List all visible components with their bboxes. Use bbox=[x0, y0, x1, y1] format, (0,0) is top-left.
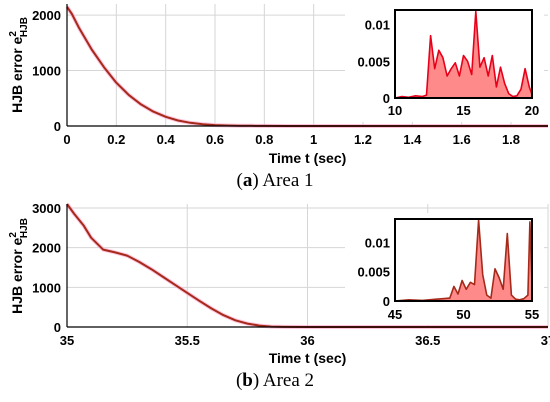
y-axis-label: HJB error e2HJB bbox=[8, 218, 30, 314]
inset-y-tick-label: 0.01 bbox=[365, 18, 390, 33]
inset-series-line bbox=[394, 10, 533, 99]
x-axis-label: Time t (sec) bbox=[269, 150, 347, 166]
inset-x-tick-label: 45 bbox=[388, 307, 402, 322]
x-tick-label: 1.2 bbox=[354, 132, 372, 147]
inset-series-area bbox=[395, 220, 532, 301]
caption-area-1: (a) Area 1 bbox=[236, 170, 314, 191]
x-tick-label: 36 bbox=[300, 333, 314, 348]
inset-y-tick-label: 0.005 bbox=[357, 265, 390, 280]
inset-x-tick-label: 10 bbox=[388, 103, 402, 118]
x-tick-label: 35 bbox=[60, 333, 74, 348]
x-tick-label: 35.5 bbox=[175, 333, 200, 348]
y-tick-label: 2000 bbox=[32, 241, 61, 256]
caption-area-2: (b) Area 2 bbox=[235, 370, 315, 391]
y-tick-label: 1000 bbox=[32, 280, 61, 295]
inset-frame bbox=[394, 218, 533, 302]
x-tick-label: 1.8 bbox=[502, 132, 520, 147]
inset-x-tick-label: 15 bbox=[456, 103, 470, 118]
inset-series-area bbox=[395, 11, 532, 98]
x-tick-label: 36.5 bbox=[415, 333, 440, 348]
caption-letter-a: a bbox=[242, 170, 253, 191]
inset-x-tick-label: 55 bbox=[525, 307, 539, 322]
caption-letter-b: b bbox=[242, 370, 253, 391]
x-tick-label: 0 bbox=[63, 132, 70, 147]
y-tick-label: 3000 bbox=[32, 201, 61, 216]
x-tick-label: 0.6 bbox=[206, 132, 224, 147]
inset-y-tick-label: 0.005 bbox=[357, 54, 390, 69]
inset-frame bbox=[394, 9, 533, 99]
x-tick-label: 1 bbox=[310, 132, 317, 147]
inset-y-tick-label: 0.01 bbox=[365, 235, 390, 250]
inset-x-tick-label: 50 bbox=[456, 307, 470, 322]
y-tick-label: 0 bbox=[54, 119, 61, 134]
x-tick-label: 1.4 bbox=[403, 132, 422, 147]
x-tick-label: 1.6 bbox=[453, 132, 471, 147]
x-tick-label: 0.2 bbox=[107, 132, 125, 147]
inset-x-tick-label: 20 bbox=[525, 103, 539, 118]
caption-text-a: Area 1 bbox=[262, 170, 314, 191]
y-tick-label: 1000 bbox=[32, 64, 61, 79]
y-tick-label: 2000 bbox=[32, 8, 61, 23]
inset-y-tick-label: 0 bbox=[383, 91, 390, 106]
inset-series-line bbox=[394, 219, 533, 302]
y-tick-label: 0 bbox=[54, 320, 61, 335]
x-tick-label: 0.8 bbox=[255, 132, 273, 147]
inset-y-tick-label: 0 bbox=[383, 294, 390, 309]
x-tick-label: 37 bbox=[541, 333, 550, 348]
caption-text-b: Area 2 bbox=[262, 370, 315, 391]
x-tick-label: 0.4 bbox=[157, 132, 176, 147]
x-axis-label: Time t (sec) bbox=[269, 350, 347, 366]
y-axis-label: HJB error e2HJB bbox=[8, 17, 30, 113]
